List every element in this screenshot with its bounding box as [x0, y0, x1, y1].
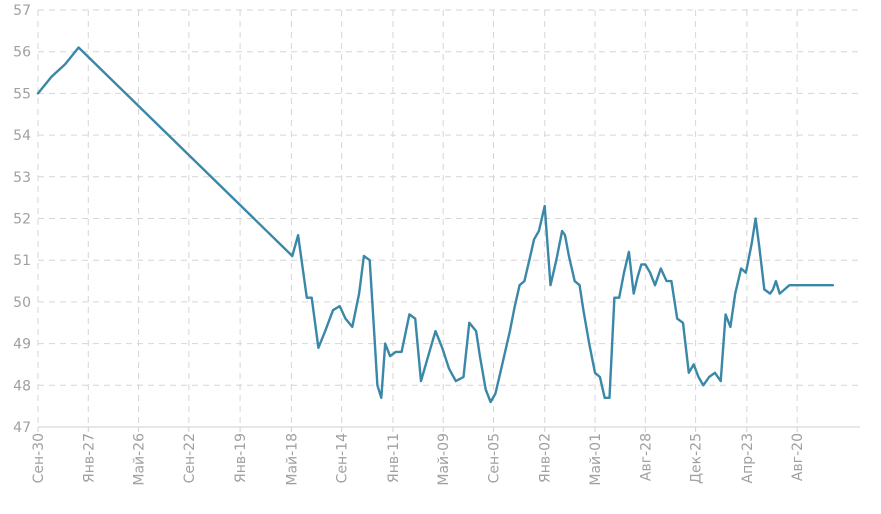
x-tick-label: Сен-22 — [182, 433, 198, 483]
y-tick-label: 47 — [13, 420, 31, 436]
axes — [37, 426, 860, 432]
y-tick-label: 56 — [13, 45, 31, 61]
x-tick-label: Май-01 — [588, 433, 604, 486]
x-tick-label: Авг-20 — [790, 433, 806, 481]
series-line-value — [36, 46, 835, 404]
y-tick-label: 48 — [13, 378, 31, 394]
x-tick-label: Янв-19 — [233, 433, 249, 483]
x-tick-label: Май-09 — [436, 433, 452, 486]
y-tick-label: 53 — [13, 170, 31, 186]
x-tick-label: Май-26 — [132, 433, 148, 486]
y-tick-label: 49 — [13, 337, 31, 353]
grid-lines — [37, 9, 860, 427]
x-tick-label: Май-18 — [284, 433, 300, 486]
x-tick-label: Дек-25 — [689, 433, 705, 484]
series — [36, 46, 835, 404]
x-tick-label: Сен-30 — [31, 433, 47, 483]
y-tick-label: 51 — [13, 253, 31, 269]
y-tick-label: 50 — [13, 295, 31, 311]
x-tick-label: Сен-14 — [335, 433, 351, 484]
y-tick-labels: 47 48 49 50 51 52 53 54 55 56 57 — [13, 3, 31, 436]
x-tick-label: Янв-27 — [81, 433, 97, 483]
y-tick-label: 52 — [13, 212, 31, 228]
x-tick-label: Апр-23 — [740, 433, 756, 483]
y-tick-label: 57 — [13, 3, 31, 19]
x-tick-label: Янв-11 — [386, 433, 402, 483]
x-tick-label: Сен-05 — [486, 433, 502, 483]
x-tick-label: Авг-28 — [638, 433, 654, 481]
y-tick-label: 54 — [13, 128, 31, 144]
x-tick-label: Янв-02 — [538, 433, 554, 483]
x-tick-labels: Сен-30 Янв-27 Май-26 Сен-22 Янв-19 Май-18 Сен-… — [31, 433, 806, 486]
y-tick-label: 55 — [13, 86, 31, 102]
